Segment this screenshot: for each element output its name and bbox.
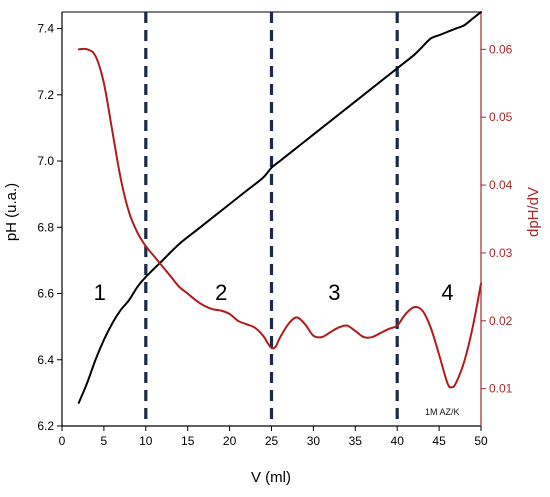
y-right-tick-label: 0.04 xyxy=(489,178,513,192)
region-labels: 1 2 3 4 xyxy=(94,280,454,305)
y-left-axis-title: pH (u.a.) xyxy=(3,183,20,241)
x-tick-label: 50 xyxy=(474,434,488,448)
y-left-tick-label: 7.2 xyxy=(37,88,54,102)
x-tick-label: 25 xyxy=(265,434,279,448)
x-tick-label: 0 xyxy=(59,434,66,448)
y-right-axis-title: dpH/dV xyxy=(525,187,542,237)
region-dividers xyxy=(144,12,399,426)
y-left-axis: 6.2 6.4 6.6 6.8 7.0 7.2 7.4 xyxy=(37,22,62,433)
y-right-tick-label: 0.03 xyxy=(489,246,513,260)
y-right-tick-label: 0.05 xyxy=(489,110,513,124)
y-left-tick-label: 7.4 xyxy=(37,22,54,36)
region-label: 2 xyxy=(215,280,227,305)
x-tick-label: 40 xyxy=(391,434,405,448)
ph-series-line xyxy=(77,11,482,404)
x-tick-label: 15 xyxy=(181,434,195,448)
y-left-tick-label: 7.0 xyxy=(37,154,54,168)
region-label: 4 xyxy=(441,280,453,305)
y-right-tick-label: 0.02 xyxy=(489,314,513,328)
y-left-tick-label: 6.6 xyxy=(37,287,54,301)
y-left-tick-label: 6.2 xyxy=(37,419,54,433)
y-left-tick-label: 6.8 xyxy=(37,220,54,234)
series-layer xyxy=(77,11,482,404)
x-tick-label: 30 xyxy=(307,434,321,448)
x-tick-label: 10 xyxy=(139,434,153,448)
region-label: 1 xyxy=(94,280,106,305)
x-tick-label: 35 xyxy=(349,434,363,448)
derivative-series-line xyxy=(77,47,482,389)
x-axis-title: V (ml) xyxy=(251,469,291,486)
x-tick-label: 5 xyxy=(101,434,108,448)
x-tick-label: 45 xyxy=(432,434,446,448)
chart-annotation: 1M AZ/K xyxy=(425,407,460,417)
y-right-tick-label: 0.06 xyxy=(489,42,513,56)
region-label: 3 xyxy=(328,280,340,305)
y-right-tick-label: 0.01 xyxy=(489,382,513,396)
y-right-axis: 0.01 0.02 0.03 0.04 0.05 0.06 xyxy=(481,42,513,396)
y-left-tick-label: 6.4 xyxy=(37,353,54,367)
x-tick-label: 20 xyxy=(223,434,237,448)
x-axis: 0 5 10 15 20 25 30 35 40 45 50 xyxy=(59,426,488,448)
